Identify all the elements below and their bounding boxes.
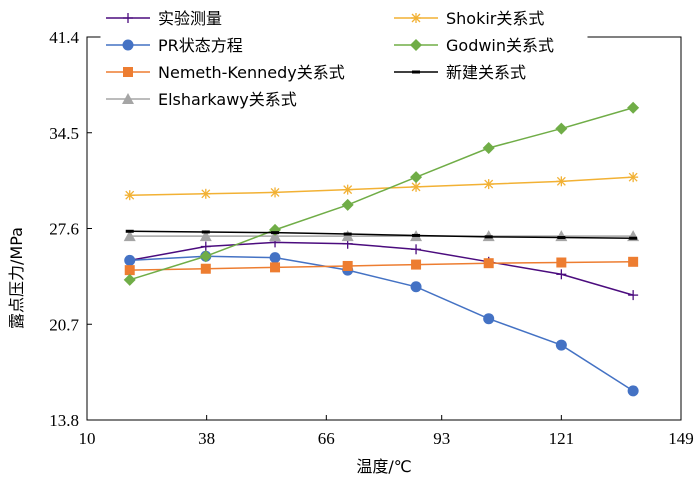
legend-item-7: 新建关系式 (394, 63, 526, 82)
data-point (483, 313, 495, 325)
data-point (200, 263, 211, 274)
series-line (129, 241, 634, 296)
y-tick-label: 34.5 (49, 124, 79, 143)
x-axis-title: 温度/℃ (356, 457, 411, 476)
data-point (270, 187, 281, 198)
legend-item-5: Shokir关系式 (394, 9, 544, 28)
legend-label: 实验测量 (158, 9, 222, 28)
series-line (129, 255, 634, 392)
data-point (410, 39, 422, 51)
axes: 10 38 66 93 121 149 13.8 20.7 27.6 34.5 41.4 (49, 28, 694, 448)
legend-item-2: PR状态方程 (106, 36, 243, 55)
data-point (628, 290, 639, 301)
data-point (122, 39, 134, 51)
legend-label: Shokir关系式 (446, 9, 544, 28)
data-point (124, 190, 135, 201)
data-point (341, 198, 354, 211)
data-point (557, 236, 566, 240)
series-line (129, 176, 634, 196)
data-point (270, 262, 281, 273)
x-tick-label: 149 (668, 429, 694, 448)
data-point (342, 184, 353, 195)
data-point (410, 281, 422, 293)
legend-box (100, 1, 588, 111)
series-6 (123, 101, 640, 286)
data-point (627, 385, 639, 397)
data-point (200, 188, 211, 199)
legend-label: Godwin关系式 (446, 36, 554, 55)
legend-label: Elsharkawy关系式 (158, 90, 297, 109)
x-tick-label: 10 (79, 429, 96, 448)
data-point (627, 101, 640, 114)
data-point (125, 229, 134, 233)
y-axis-title: 露点压力/MPa (7, 227, 26, 329)
data-point (123, 273, 136, 286)
data-point (556, 269, 567, 280)
x-tick-label: 93 (433, 429, 450, 448)
data-point (271, 231, 280, 235)
data-point (629, 236, 638, 240)
data-point (342, 260, 353, 271)
data-point (410, 171, 423, 184)
data-point (199, 250, 212, 263)
data-point (123, 13, 133, 23)
series-3 (124, 256, 639, 276)
data-point (343, 232, 352, 236)
legend-item-3: Nemeth-Kennedy关系式 (106, 63, 345, 82)
x-tick-label: 66 (318, 429, 335, 448)
data-point (123, 67, 133, 77)
y-tick-label: 20.7 (49, 315, 79, 334)
x-tick-label: 38 (198, 429, 215, 448)
data-point (555, 122, 568, 135)
series-line (129, 261, 634, 271)
series-line (129, 230, 634, 239)
data-point (411, 259, 422, 270)
data-point (556, 257, 567, 268)
data-point (199, 230, 212, 242)
data-point (269, 252, 281, 264)
data-point (412, 233, 421, 237)
data-point (628, 172, 639, 183)
series-line (129, 107, 634, 281)
data-point (201, 230, 210, 234)
legend-item-4: Elsharkawy关系式 (106, 90, 297, 109)
data-point (483, 179, 494, 190)
data-point (341, 230, 354, 242)
legend-label: PR状态方程 (158, 36, 243, 55)
x-tick-label: 121 (549, 429, 575, 448)
legend: 实验测量 PR状态方程 Nemeth-Kennedy关系式 Elsharkawy关系式… (100, 1, 588, 111)
data-point (412, 70, 420, 74)
data-point (124, 265, 135, 276)
legend-item-6: Godwin关系式 (394, 36, 554, 55)
data-point (122, 93, 134, 104)
data-point (482, 142, 495, 155)
data-point (555, 339, 567, 351)
legend-label: Nemeth-Kennedy关系式 (158, 63, 345, 82)
data-point (411, 244, 422, 255)
data-point (123, 230, 136, 242)
legend-label: 新建关系式 (446, 63, 526, 82)
y-tick-label: 27.6 (49, 220, 79, 239)
data-point (411, 181, 422, 192)
data-point (556, 176, 567, 187)
data-point (411, 13, 421, 23)
data-point (484, 235, 493, 239)
y-tick-label: 41.4 (49, 28, 79, 47)
data-point (124, 254, 136, 266)
series-layer (123, 101, 640, 397)
data-point (200, 241, 211, 252)
legend-item-1: 实验测量 (106, 9, 222, 28)
y-tick-label: 13.8 (49, 411, 79, 430)
series-5 (124, 172, 639, 201)
data-point (483, 258, 494, 269)
series-7 (125, 229, 638, 240)
data-point (628, 256, 639, 267)
